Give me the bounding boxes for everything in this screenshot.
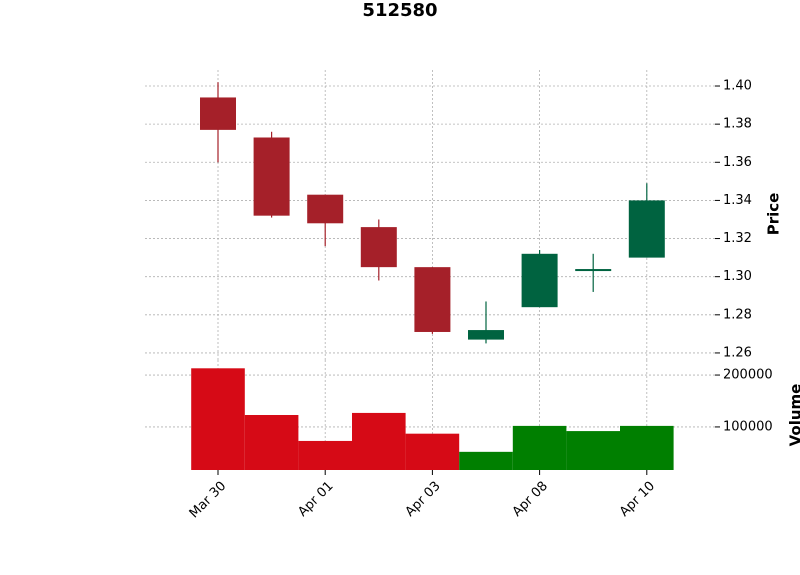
candle-body xyxy=(414,267,451,332)
y-tick-label: 1.26 xyxy=(723,345,752,360)
y-tick-label: 1.32 xyxy=(723,231,752,246)
volume-tick-label: 100000 xyxy=(723,419,773,434)
volume-bar xyxy=(244,415,299,470)
candle-body xyxy=(200,97,236,130)
x-tick-label: Apr 03 xyxy=(403,479,444,520)
candle-body xyxy=(360,227,397,268)
volume-bar xyxy=(459,451,513,470)
y-tick-label: 1.40 xyxy=(723,79,752,94)
chart-title: 512580 xyxy=(362,0,437,21)
x-tick-label: Apr 01 xyxy=(295,479,336,520)
volume-bar xyxy=(298,440,352,470)
volume-bar xyxy=(191,368,245,470)
y-tick-label: 1.38 xyxy=(723,117,752,132)
y-tick-label: 1.34 xyxy=(723,193,752,208)
y-tick-label: 1.28 xyxy=(723,307,752,322)
volume-bar xyxy=(620,425,674,470)
candle-body xyxy=(575,269,612,272)
x-tick-label: Apr 10 xyxy=(617,479,658,520)
volume-bar xyxy=(512,425,567,470)
volume-bar xyxy=(352,412,406,470)
y-axis-label: Price xyxy=(765,193,783,236)
volume-bar xyxy=(405,433,460,470)
volume-tick-label: 200000 xyxy=(723,368,773,383)
x-tick-label: Apr 08 xyxy=(510,479,551,520)
candle-body xyxy=(628,200,665,258)
candle-body xyxy=(468,330,504,340)
candle-body xyxy=(521,253,558,308)
x-tick-label: Mar 30 xyxy=(187,479,230,522)
y-tick-label: 1.30 xyxy=(723,269,752,284)
y-tick-label: 1.36 xyxy=(723,155,752,170)
candle-body xyxy=(307,194,344,224)
candle-body xyxy=(253,137,290,216)
volume-bar xyxy=(566,431,620,470)
volume-axis-label: Volume xyxy=(787,384,800,447)
